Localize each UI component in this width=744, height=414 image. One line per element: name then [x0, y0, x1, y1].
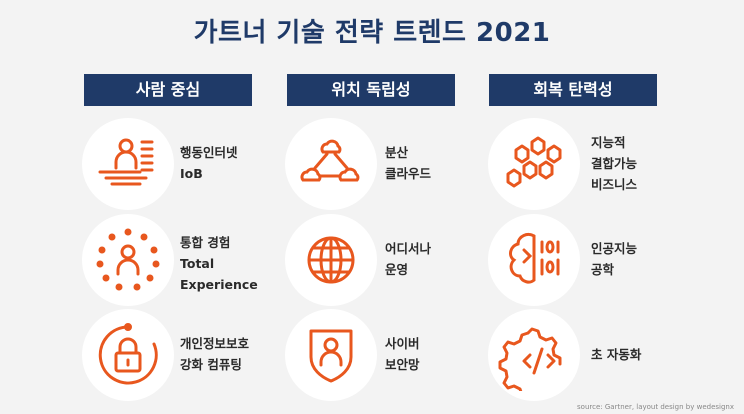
hexagon-cluster-icon — [506, 136, 562, 188]
person-dotted-circle-icon — [96, 228, 160, 291]
item-icon-badge — [488, 309, 580, 401]
item-label-cybersecurity-mesh: 사이버 보안망 — [385, 336, 420, 372]
item-label-iob: 행동인터넷 IoB — [180, 145, 238, 181]
padlock-circle-icon — [98, 323, 158, 385]
page-title: 가트너 기술 전략 트렌드 2021 — [193, 18, 551, 48]
item-icon-badge — [82, 214, 174, 306]
person-at-desk-icon — [98, 138, 154, 186]
item-label-privacy-computing: 개인정보보호 강화 컴퓨팅 — [180, 336, 250, 372]
item-label-total-experience: 통합 경험 Total Experience — [180, 235, 258, 292]
item-icon-badge — [488, 118, 580, 210]
item-label-hyperautomation: 초 자동화 — [591, 347, 642, 362]
source-credit: source: Gartner, layout design by wedesi… — [577, 403, 734, 411]
item-icon-badge — [82, 309, 174, 401]
gear-code-icon — [498, 327, 562, 391]
cloud-network-icon — [300, 139, 360, 182]
column-header-people-centricity: 사람 중심 — [84, 74, 252, 106]
item-label-ai-engineering: 인공지능 공학 — [591, 241, 638, 277]
column-header-location-independence: 위치 독립성 — [287, 74, 455, 106]
item-icon-badge — [82, 118, 174, 210]
item-icon-badge — [285, 214, 377, 306]
brain-circuit-icon — [509, 232, 560, 284]
globe-icon — [307, 236, 355, 284]
column-header-resilient-delivery: 회복 탄력성 — [489, 74, 657, 106]
item-icon-badge — [285, 118, 377, 210]
item-label-distributed-cloud: 분산 클라우드 — [385, 145, 432, 181]
item-label-anywhere-operations: 어디서나 운영 — [385, 241, 432, 277]
item-label-composable-business: 지능적 결합가능 비즈니스 — [591, 135, 638, 192]
person-shield-icon — [309, 329, 353, 383]
item-icon-badge — [488, 214, 580, 306]
item-icon-badge — [285, 309, 377, 401]
